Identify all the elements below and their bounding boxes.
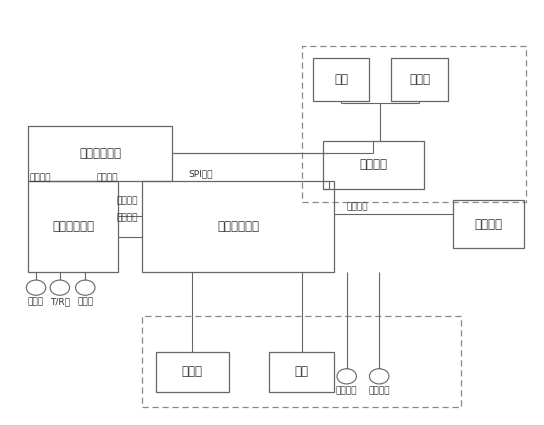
Text: 开关电源: 开关电源 <box>360 159 387 172</box>
Text: 音频输入: 音频输入 <box>368 386 390 395</box>
Bar <box>156 352 228 392</box>
Text: 通信接口: 通信接口 <box>347 203 368 212</box>
Bar <box>269 352 334 392</box>
Bar <box>302 46 527 202</box>
Text: 控制信号: 控制信号 <box>29 173 51 182</box>
Text: 本振信号: 本振信号 <box>96 173 118 182</box>
Text: 天线口: 天线口 <box>28 298 44 307</box>
Text: 低频口: 低频口 <box>77 298 94 307</box>
Bar <box>324 141 424 189</box>
Text: 信号处理电路: 信号处理电路 <box>217 220 259 233</box>
Bar <box>453 200 524 248</box>
Bar <box>313 58 369 101</box>
Text: T/R口: T/R口 <box>50 298 70 307</box>
Text: 射频前端模块: 射频前端模块 <box>52 220 94 233</box>
Bar <box>28 181 118 272</box>
Bar <box>142 181 334 272</box>
Text: 中频输入: 中频输入 <box>117 197 138 206</box>
Text: SPI通讯: SPI通讯 <box>188 169 213 178</box>
Bar <box>391 58 448 101</box>
Bar <box>142 316 461 407</box>
Text: 频参本振模块: 频参本振模块 <box>79 147 121 160</box>
Text: 中频输出: 中频输出 <box>117 213 138 223</box>
Text: 适配器: 适配器 <box>409 73 430 86</box>
Bar <box>28 126 172 181</box>
Text: 通信模块: 通信模块 <box>474 218 503 231</box>
Text: 显示器: 显示器 <box>182 366 203 378</box>
Text: 音频输出: 音频输出 <box>336 386 357 395</box>
Text: 键盘: 键盘 <box>295 366 309 378</box>
Text: 电池: 电池 <box>334 73 348 86</box>
